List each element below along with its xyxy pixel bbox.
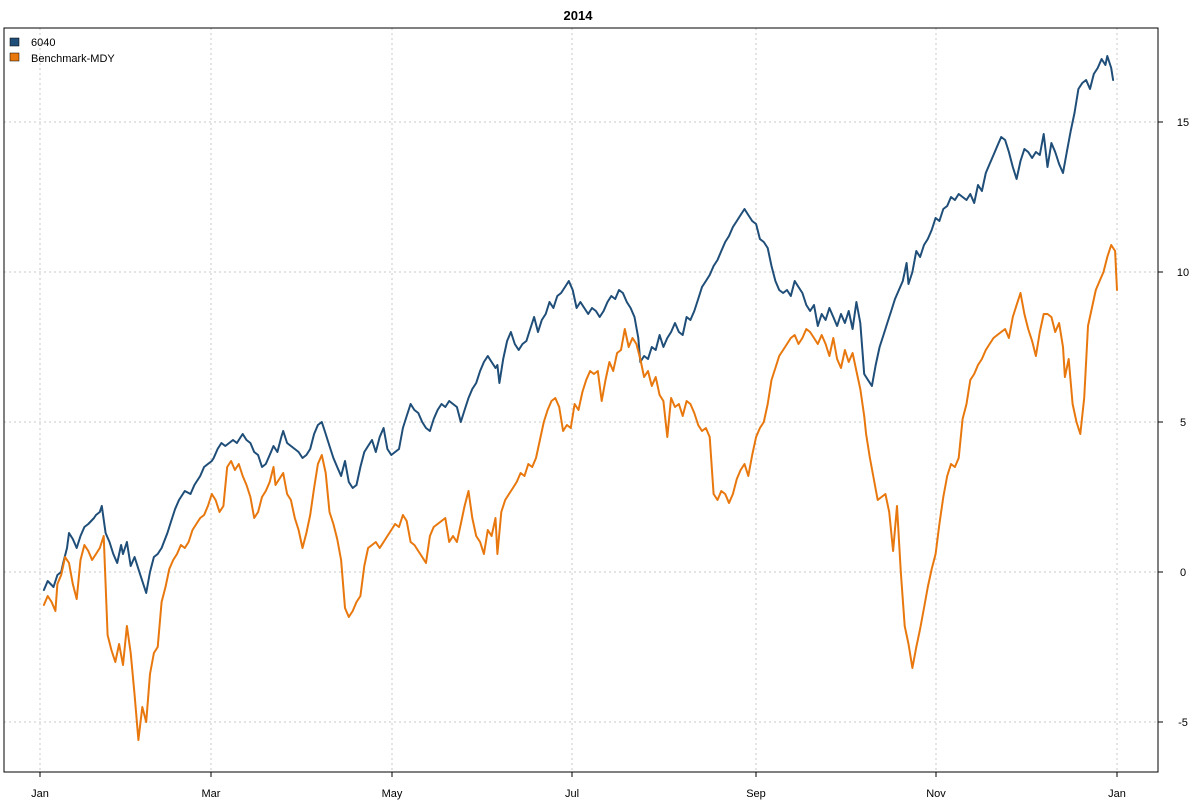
- x-gridlines: [39, 28, 1118, 772]
- legend-label-6040: 6040: [31, 37, 55, 49]
- x-tick-label: Mar: [202, 788, 221, 800]
- chart-title: 2014: [564, 8, 594, 23]
- legend-swatch-benchmark-mdy: [9, 52, 20, 62]
- y-tick-label: -5: [1178, 717, 1188, 729]
- y-axis: -5 0 5 10 15: [1158, 117, 1189, 729]
- series-layer: [42, 55, 1118, 741]
- y-tick-label: 10: [1177, 267, 1189, 279]
- x-tick-label: May: [382, 788, 403, 800]
- x-tick-label: Jan: [31, 788, 49, 800]
- y-tick-label: 0: [1180, 567, 1186, 579]
- x-tick-label: Nov: [926, 788, 946, 800]
- y-gridlines: [4, 121, 1158, 723]
- x-axis: Jan Mar May Jul Sep Nov Jan: [31, 772, 1126, 800]
- y-tick-label: 5: [1180, 417, 1186, 429]
- x-tick-label: Jan: [1108, 788, 1126, 800]
- legend: 6040 Benchmark-MDY: [9, 37, 115, 65]
- x-tick-label: Jul: [565, 788, 579, 800]
- x-tick-label: Sep: [746, 788, 766, 800]
- series-line-6040: [42, 55, 1115, 594]
- series-line-benchmark-mdy: [42, 244, 1118, 741]
- legend-swatch-6040: [9, 37, 20, 47]
- legend-label-benchmark-mdy: Benchmark-MDY: [31, 53, 115, 65]
- y-tick-label: 15: [1177, 117, 1189, 129]
- plot-area: [3, 27, 1159, 773]
